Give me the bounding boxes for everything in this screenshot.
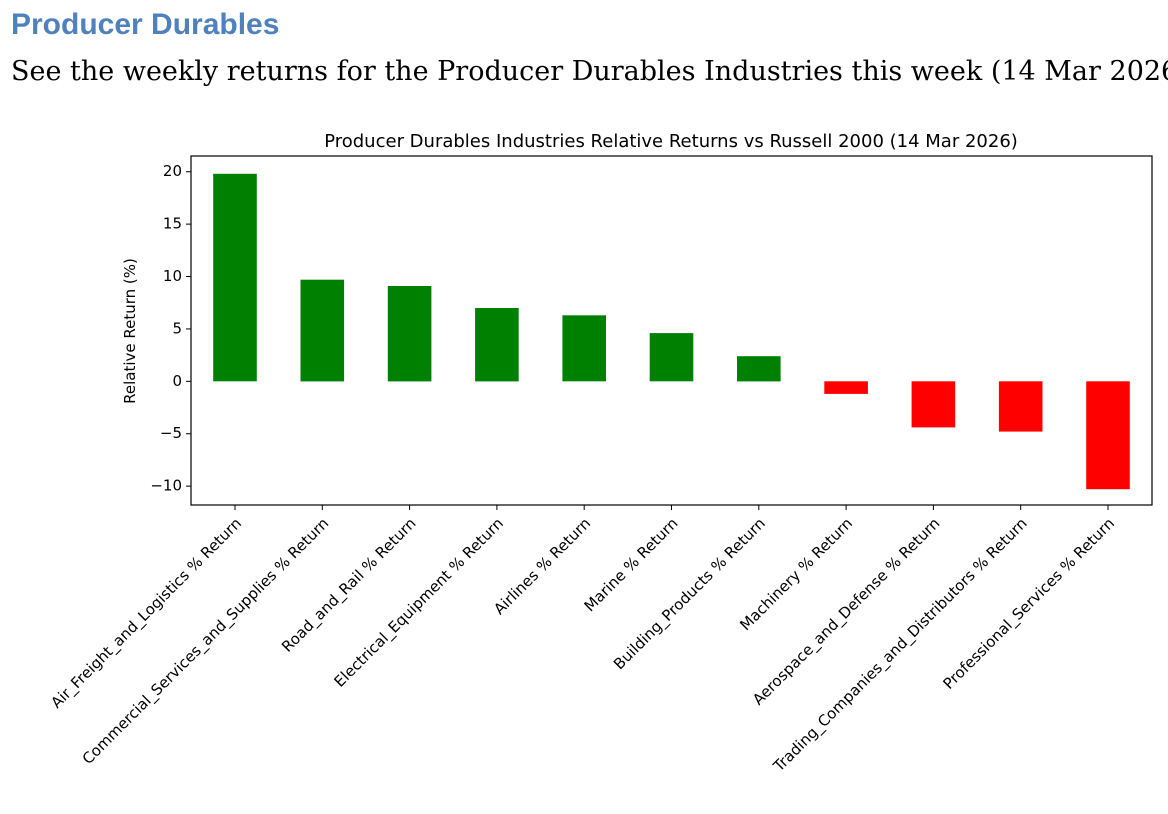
x-ticks-group: Air_Freight_and_Logistics % ReturnCommer… xyxy=(47,505,1119,777)
x-tick-label: Air_Freight_and_Logistics % Return xyxy=(47,514,245,712)
y-tick-label: 5 xyxy=(172,319,182,337)
y-axis-label: Relative Return (%) xyxy=(121,258,139,404)
y-tick-label: 10 xyxy=(163,267,182,285)
bar-6 xyxy=(649,333,694,382)
page-subtitle: See the weekly returns for the Producer … xyxy=(11,56,1168,87)
page-heading: Producer Durables xyxy=(11,8,280,41)
y-tick-label: 20 xyxy=(163,162,182,180)
x-tick-label: Building_Products % Return xyxy=(610,514,770,674)
x-tick-label: Professional_Services % Return xyxy=(939,514,1118,693)
y-tick-label: −10 xyxy=(150,477,182,495)
x-tick-label: Aerospace_and_Defense % Return xyxy=(749,514,944,709)
x-tick-label: Electrical_Equipment % Return xyxy=(331,514,508,691)
x-tick-label: Airlines % Return xyxy=(490,514,594,618)
chart-title: Producer Durables Industries Relative Re… xyxy=(324,131,1018,152)
plot-frame xyxy=(190,155,1153,506)
bar-2 xyxy=(300,279,345,382)
y-ticks-group: 20 15 10 5 0 −5 −10 xyxy=(150,162,191,495)
y-tick-label: 0 xyxy=(172,372,182,390)
bars-group xyxy=(213,173,1130,490)
bar-4 xyxy=(475,308,519,382)
bar-7 xyxy=(737,356,781,382)
y-tick-label: −5 xyxy=(160,424,182,442)
bar-5 xyxy=(562,315,606,382)
bar-8 xyxy=(824,381,868,394)
bar-11 xyxy=(1086,381,1130,490)
bar-10 xyxy=(998,381,1043,432)
bar-1 xyxy=(213,173,257,382)
x-tick-label: Marine % Return xyxy=(581,514,682,615)
bar-3 xyxy=(387,286,432,382)
y-tick-label: 15 xyxy=(163,215,182,233)
bar-9 xyxy=(911,381,956,428)
